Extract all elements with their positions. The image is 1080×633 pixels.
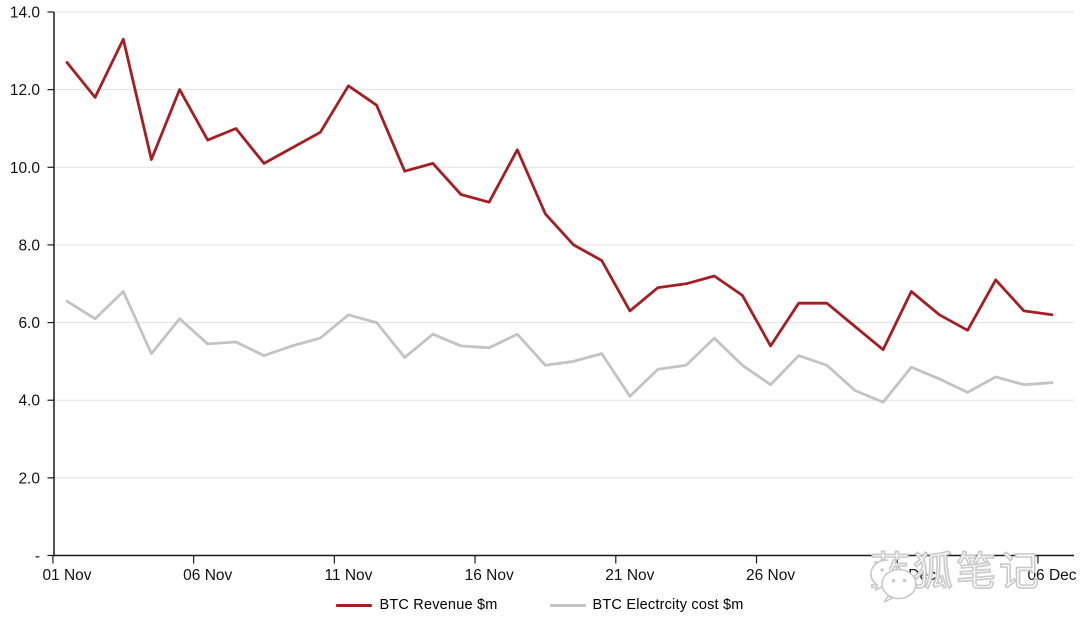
x-axis-label: 26 Nov [746, 567, 795, 584]
y-axis-label: 12.0 [10, 82, 41, 99]
legend-label-revenue: BTC Revenue $m [379, 597, 498, 613]
x-axis-label: 06 Dec [1027, 567, 1076, 584]
y-axis-label: 6.0 [18, 315, 40, 332]
x-axis-label: 01 Dec [887, 567, 936, 584]
series-line-btc-electrcity-cost-m [65, 290, 1054, 404]
y-axis-label: 4.0 [18, 393, 40, 410]
y-axis-label: - [35, 548, 40, 565]
y-axis-label: 10.0 [10, 160, 41, 177]
chart-legend: BTC Revenue $m BTC Electrcity cost $m [0, 597, 1080, 613]
legend-item-electricity: BTC Electrcity cost $m [549, 597, 744, 613]
revenue-line-swatch [336, 603, 373, 607]
y-axis-label: 14.0 [10, 5, 41, 22]
x-axis-label: 01 Nov [42, 567, 91, 584]
series-line-btc-revenue-m [65, 37, 1054, 352]
y-axis-label: 2.0 [18, 470, 40, 487]
legend-item-revenue: BTC Revenue $m [336, 597, 497, 613]
x-axis-label: 06 Nov [183, 567, 232, 584]
x-axis-label: 16 Nov [465, 567, 514, 584]
legend-label-electricity: BTC Electrcity cost $m [592, 597, 744, 613]
x-axis-label: 21 Nov [605, 567, 654, 584]
electricity-line-swatch [549, 603, 586, 607]
y-axis-label: 8.0 [18, 237, 40, 254]
x-axis-label: 11 Nov [324, 567, 372, 584]
